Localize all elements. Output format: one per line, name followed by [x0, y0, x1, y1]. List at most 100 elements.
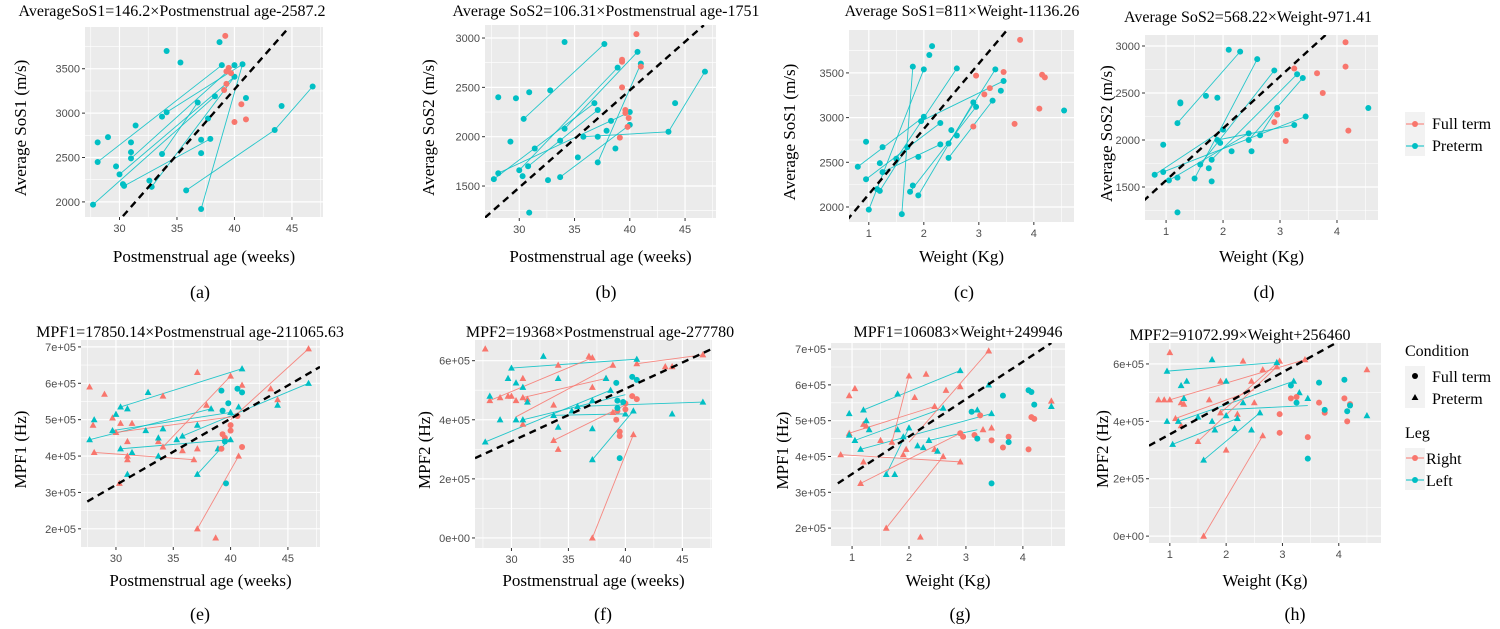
data-point	[1174, 120, 1181, 127]
scatter-panel	[1142, 35, 1378, 223]
data-point	[1160, 141, 1167, 148]
y-tick-label: 3000	[56, 108, 80, 120]
data-point	[633, 396, 640, 403]
data-point-triangle	[588, 383, 596, 390]
data-point-triangle	[274, 396, 281, 403]
data-point	[194, 99, 201, 106]
data-point-triangle	[207, 405, 215, 412]
data-point-triangle	[519, 374, 527, 382]
data-point-triangle	[512, 396, 520, 404]
data-point	[619, 84, 626, 91]
data-point-triangle	[857, 445, 865, 452]
data-point	[1011, 120, 1018, 127]
data-point	[132, 122, 139, 129]
connecting-line	[274, 86, 313, 131]
data-point	[278, 103, 285, 110]
data-point-triangle	[524, 398, 531, 405]
data-point-triangle	[179, 432, 186, 439]
data-point	[909, 63, 916, 70]
data-point-triangle	[481, 345, 489, 352]
connecting-line	[485, 389, 611, 443]
connecting-line	[564, 51, 638, 130]
data-point	[198, 206, 205, 213]
plot-marks	[86, 345, 320, 541]
y-tick-label: 0e+00	[439, 533, 470, 545]
y-tick-label: 3500	[56, 64, 80, 76]
data-point	[999, 444, 1006, 451]
data-point	[968, 408, 975, 415]
data-point-triangle	[1234, 414, 1241, 422]
data-point-triangle	[1163, 367, 1171, 374]
data-point-triangle	[117, 403, 124, 410]
data-point	[1017, 36, 1024, 43]
data-point-triangle	[894, 426, 902, 433]
data-point-triangle	[1259, 432, 1267, 439]
data-point-triangle	[882, 524, 890, 531]
data-point-triangle	[496, 394, 504, 401]
legend-key-point	[1412, 121, 1418, 127]
plot-background	[85, 27, 323, 217]
data-point	[898, 211, 905, 218]
data-point	[612, 145, 619, 152]
data-point	[591, 100, 598, 107]
data-point-triangle	[988, 424, 995, 431]
plot-background	[1149, 343, 1381, 543]
y-tick-label: 2000	[56, 197, 80, 209]
data-point-triangle	[109, 426, 116, 434]
data-point-triangle	[173, 436, 181, 443]
connecting-line	[161, 102, 199, 155]
data-point	[616, 134, 623, 141]
panel-label: (g)	[950, 604, 971, 625]
data-point	[854, 163, 861, 170]
data-point-triangle	[1217, 409, 1224, 416]
y-tick-label: 2500	[820, 157, 844, 169]
data-point-triangle	[1222, 377, 1230, 384]
data-point-triangle	[1180, 394, 1188, 401]
data-point	[545, 177, 551, 184]
data-point-triangle	[899, 451, 907, 458]
x-tick-label: 4	[1336, 549, 1342, 561]
data-point-triangle	[602, 374, 610, 382]
data-point	[929, 43, 936, 50]
data-point	[183, 187, 190, 194]
y-tick-label: 3000	[456, 33, 480, 45]
x-tick-label: 4	[1334, 226, 1340, 238]
data-point	[1028, 389, 1035, 396]
data-point	[937, 141, 944, 148]
data-point	[863, 138, 870, 145]
data-point-triangle	[238, 365, 246, 372]
data-point	[999, 392, 1006, 399]
data-point-triangle	[124, 437, 131, 445]
data-point	[1036, 105, 1043, 112]
data-point	[665, 128, 672, 135]
data-point-triangle	[888, 438, 896, 445]
connecting-line	[1163, 116, 1306, 173]
data-point-triangle	[1239, 357, 1247, 364]
data-point-triangle	[857, 479, 865, 486]
x-tick-label: 45	[282, 553, 294, 565]
data-point	[227, 422, 234, 429]
data-point-triangle	[481, 438, 489, 445]
data-point-triangle	[1273, 363, 1281, 370]
y-tick-label: 4e+05	[45, 451, 76, 463]
data-point-triangle	[942, 386, 950, 393]
data-point-triangle	[1160, 396, 1168, 403]
data-point-triangle	[86, 383, 93, 390]
y-tick-label: 3000	[820, 113, 844, 125]
data-point	[918, 118, 925, 125]
data-point	[1319, 90, 1326, 97]
data-point	[1293, 393, 1300, 400]
x-tick-label: 35	[562, 554, 574, 566]
connecting-line	[895, 68, 958, 159]
data-point-triangle	[902, 445, 910, 452]
data-point-triangle	[629, 407, 637, 414]
y-axis-label: Average SoS2 (m/s)	[419, 59, 438, 196]
data-point-triangle	[860, 458, 867, 465]
plot-marks	[1149, 343, 1371, 539]
data-point-triangle	[633, 360, 641, 367]
data-point-triangle	[142, 426, 150, 434]
data-point-triangle	[159, 392, 167, 399]
x-tick-label: 40	[228, 223, 240, 235]
data-point-triangle	[1248, 377, 1255, 384]
data-point	[490, 176, 497, 183]
